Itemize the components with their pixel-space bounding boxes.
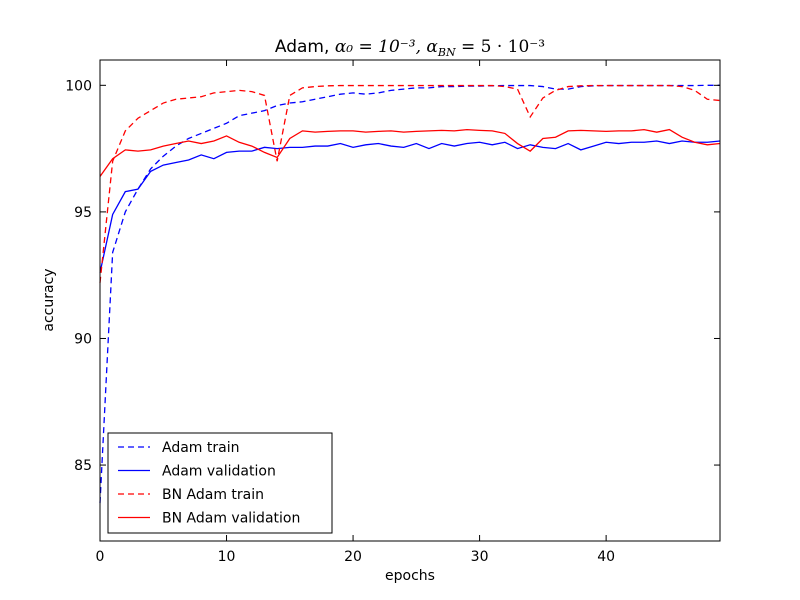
series-line-bn-adam-train [99,84,721,283]
y-axis-ticks: 85 90 95 100 [65,78,720,474]
y-tick-label: 85 [74,458,92,474]
legend-label-adam-validation: Adam validation [162,464,276,480]
x-tick-label: 30 [471,549,489,565]
x-tick-label: 0 [96,549,105,565]
legend-frame [107,432,333,534]
series-line-adam-train [99,84,720,504]
plot-content [99,84,721,504]
x-tick-label: 40 [597,549,615,565]
x-tick-label: 20 [344,549,362,565]
legend-label-adam-train: Adam train [162,440,239,456]
legend-label-bn-adam-validation: BN Adam validation [162,511,300,527]
x-axis-label: epochs [385,568,435,584]
plot-area-frame [99,59,721,542]
y-tick-label: 90 [74,331,92,347]
y-axis-label: accuracy [41,268,57,331]
y-tick-label: 95 [74,205,92,221]
x-axis-ticks: 0 10 20 30 40 [96,60,615,565]
x-tick-label: 10 [218,549,236,565]
chart-title: Adam, α₀ = 10⁻³, αBN = 5 · 10⁻³ [275,37,545,59]
series-line-bn-adam-validation [99,128,721,177]
legend: Adam train Adam validation BN Adam train BN… [107,432,333,534]
series-line-adam-validation [99,140,721,273]
y-tick-label: 100 [65,78,92,94]
legend-label-bn-adam-train: BN Adam train [162,487,264,503]
